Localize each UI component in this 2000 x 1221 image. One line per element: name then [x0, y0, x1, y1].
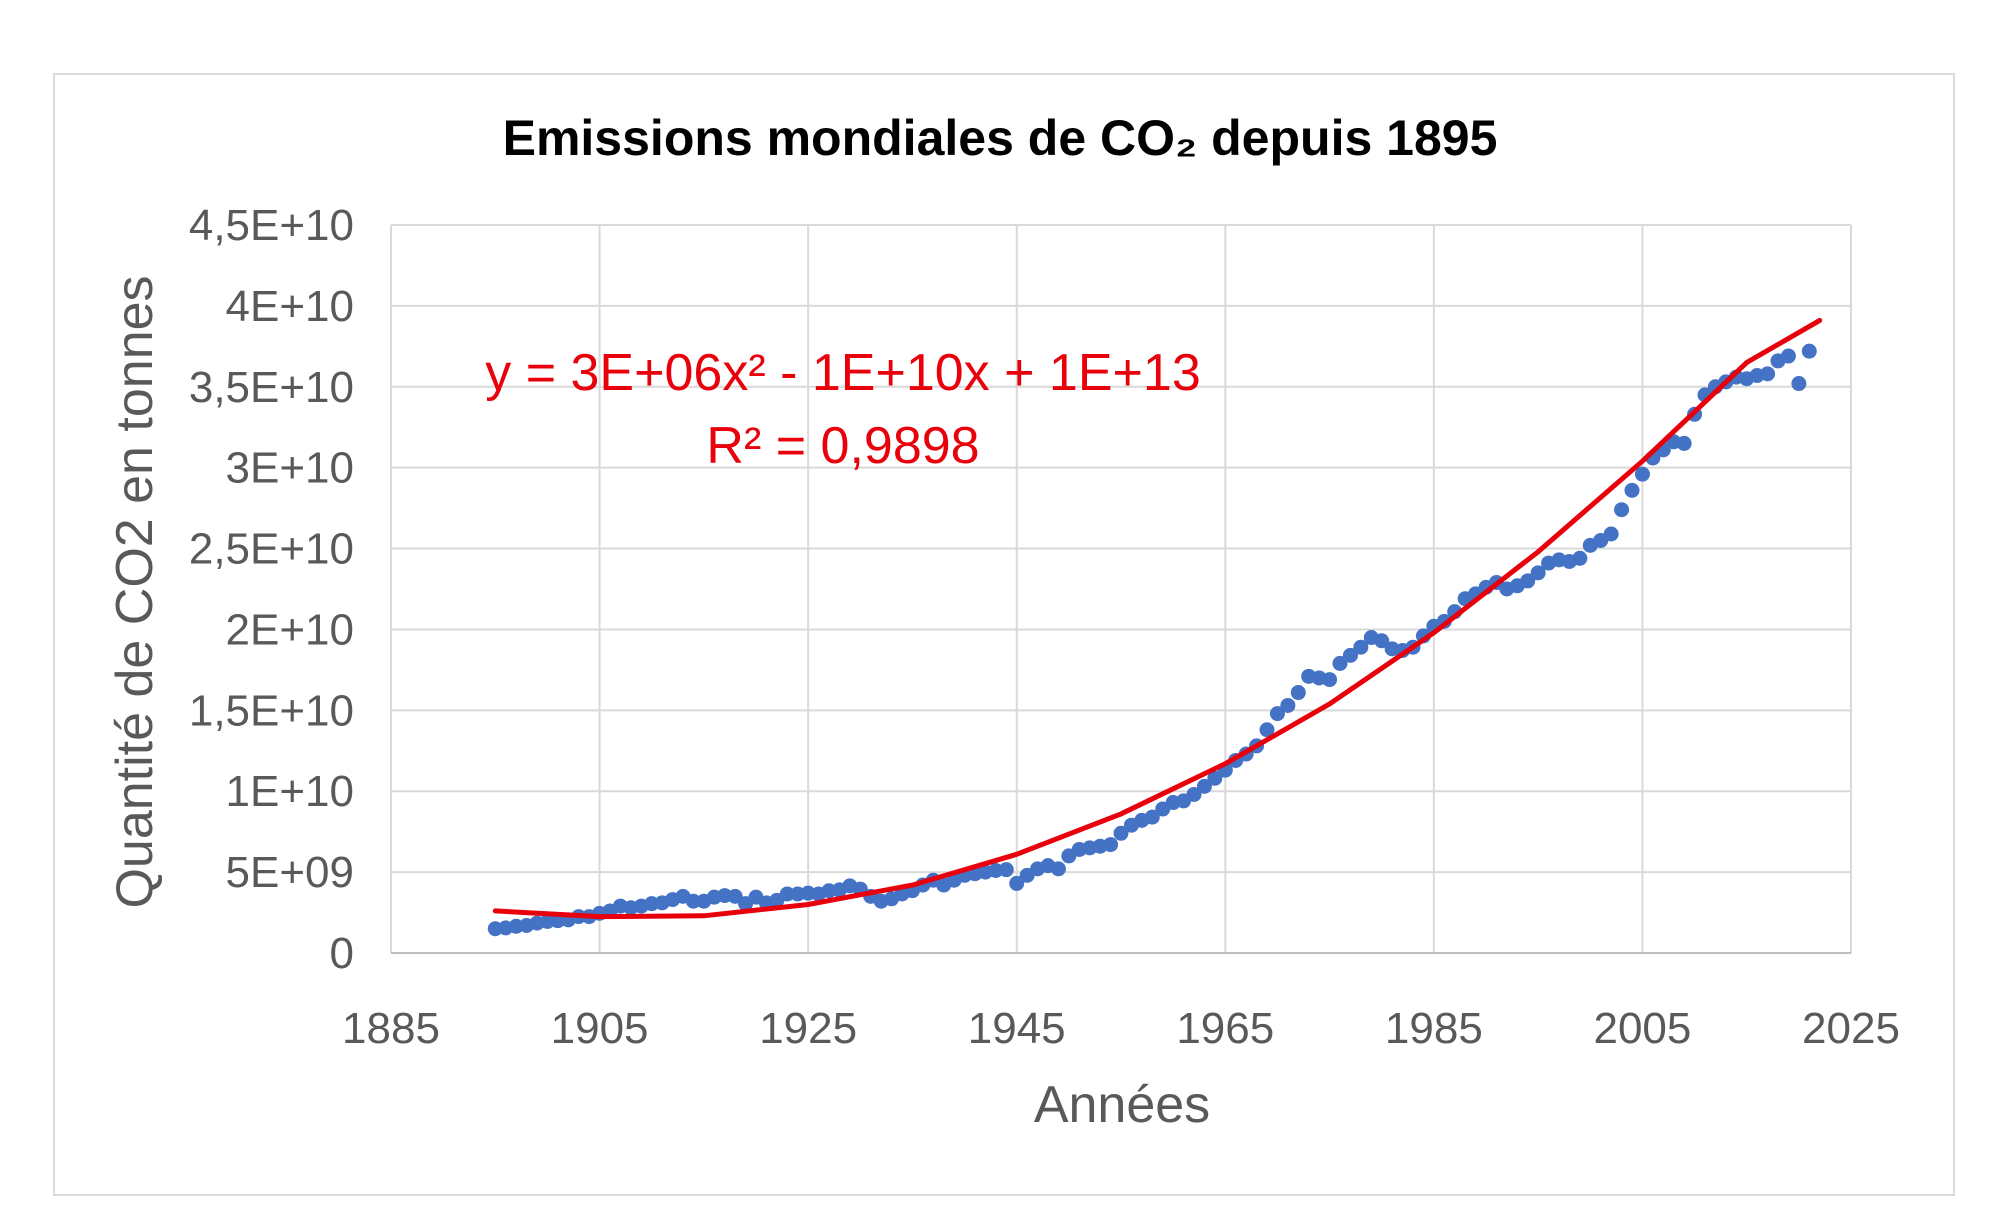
y-tick-label: 1,5E+10 — [189, 686, 354, 735]
data-point — [1530, 565, 1546, 581]
x-tick-label: 1885 — [342, 1004, 440, 1053]
data-point — [1634, 466, 1650, 482]
y-axis-title: Quantité de CO2 en tonnes — [106, 275, 164, 908]
x-tick-label: 2025 — [1802, 1004, 1900, 1053]
y-tick-label: 1E+10 — [226, 767, 354, 816]
data-point — [1290, 685, 1306, 701]
data-point — [1791, 376, 1807, 392]
data-point — [1050, 861, 1066, 877]
data-point — [1676, 435, 1692, 451]
data-points — [487, 343, 1817, 937]
data-point — [1374, 633, 1390, 649]
x-tick-label: 1925 — [759, 1004, 857, 1053]
y-tick-label: 5E+09 — [226, 848, 354, 897]
y-tick-labels: 0 5E+09 1E+10 1,5E+10 2E+10 2,5E+10 3E+10 3,5E+… — [189, 201, 354, 978]
x-tick-label: 1905 — [551, 1004, 649, 1053]
data-point — [1780, 348, 1796, 364]
data-point — [1144, 809, 1160, 825]
y-tick-label: 2E+10 — [226, 605, 354, 654]
x-tick-label: 1965 — [1176, 1004, 1274, 1053]
data-point — [727, 888, 743, 904]
data-point — [1196, 778, 1212, 794]
data-point — [685, 893, 701, 909]
data-point — [1353, 639, 1369, 655]
data-point — [1760, 366, 1776, 382]
y-tick-label: 4E+10 — [226, 282, 354, 331]
data-point — [1614, 502, 1630, 518]
trend-equation: y = 3E+06x² - 1E+10x + 1E+13 — [485, 344, 1200, 402]
y-tick-label: 0 — [330, 929, 354, 978]
y-tick-label: 4,5E+10 — [189, 201, 354, 250]
data-point — [779, 886, 795, 902]
data-point — [1259, 722, 1275, 738]
y-tick-label: 3E+10 — [226, 444, 354, 493]
data-point — [1572, 550, 1588, 566]
x-tick-label: 1985 — [1385, 1004, 1483, 1053]
trend-r2: R² = 0,9898 — [706, 417, 979, 475]
x-tick-label: 1945 — [968, 1004, 1066, 1053]
data-point — [1624, 482, 1640, 498]
chart-frame — [53, 73, 1955, 1196]
data-point — [1603, 526, 1619, 542]
data-point — [1103, 837, 1119, 853]
grid — [390, 224, 1852, 954]
trendline — [492, 317, 1823, 920]
data-point — [1207, 770, 1223, 786]
data-point — [1801, 343, 1817, 359]
x-axis-title: Années — [1034, 1076, 1210, 1134]
data-point — [1280, 697, 1296, 713]
y-tick-label: 3,5E+10 — [189, 363, 354, 412]
data-point — [1009, 875, 1025, 891]
data-point — [1342, 647, 1358, 663]
data-point — [1332, 655, 1348, 671]
data-point — [1186, 786, 1202, 802]
chart-title: Emissions mondiales de CO₂ depuis 1895 — [503, 110, 1498, 166]
data-point — [998, 862, 1014, 878]
x-tick-labels: 1885 1905 1925 1945 1965 1985 2005 2025 — [342, 1004, 1900, 1053]
data-point — [1113, 825, 1129, 841]
x-tick-label: 2005 — [1593, 1004, 1691, 1053]
data-point — [1322, 672, 1338, 688]
y-tick-label: 2,5E+10 — [189, 525, 354, 574]
data-point — [1269, 706, 1285, 722]
data-point — [1520, 573, 1536, 589]
